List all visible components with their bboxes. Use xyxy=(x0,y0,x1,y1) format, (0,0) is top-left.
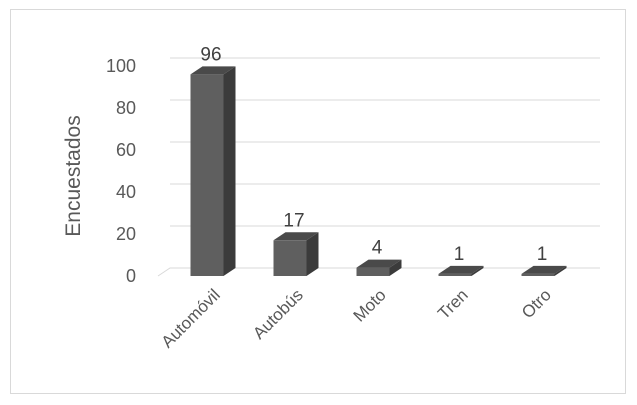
chart-frame xyxy=(10,9,626,394)
data-labels: 96 17 4 1 1 xyxy=(200,44,548,265)
category-label-3: Tren xyxy=(434,285,472,323)
bar-front xyxy=(190,74,224,277)
y-tick-100: 100 xyxy=(106,56,136,76)
data-label-0: 96 xyxy=(200,44,221,65)
bar-3 xyxy=(438,265,484,276)
bar-4 xyxy=(521,265,567,276)
y-axis-ticks: 0 20 40 60 80 100 xyxy=(106,56,136,286)
data-label-3: 1 xyxy=(454,244,465,265)
bar-front xyxy=(438,273,472,276)
y-tick-0: 0 xyxy=(126,266,136,286)
bar-1 xyxy=(273,232,319,276)
bar-front xyxy=(356,267,390,276)
bar-side xyxy=(306,232,319,276)
bar-top xyxy=(190,66,236,75)
bar-side xyxy=(471,265,484,276)
bar-front xyxy=(273,240,307,276)
y-axis-label: Encuestados xyxy=(62,115,85,236)
bar-top xyxy=(521,265,567,274)
bar-top xyxy=(273,232,319,241)
bar-top xyxy=(438,265,484,274)
bar-0 xyxy=(190,66,236,277)
bars xyxy=(190,66,567,277)
bar-2 xyxy=(356,259,402,276)
y-tick-80: 80 xyxy=(116,98,136,118)
x-axis-categories: Automóvil Autobús Moto Tren Otro xyxy=(158,285,555,351)
y-tick-20: 20 xyxy=(116,224,136,244)
bar-front xyxy=(521,273,555,276)
bar-side xyxy=(223,66,236,277)
category-label-1: Autobús xyxy=(249,285,307,343)
data-label-2: 4 xyxy=(372,238,383,259)
data-label-1: 17 xyxy=(283,210,304,231)
bar-side xyxy=(389,259,402,276)
bar-side xyxy=(554,265,567,276)
category-label-0: Automóvil xyxy=(158,285,224,351)
y-tick-60: 60 xyxy=(116,140,136,160)
y-tick-40: 40 xyxy=(116,182,136,202)
bar-top xyxy=(356,259,402,268)
data-label-4: 1 xyxy=(537,244,548,265)
category-label-4: Otro xyxy=(518,285,555,322)
category-label-2: Moto xyxy=(350,285,390,325)
